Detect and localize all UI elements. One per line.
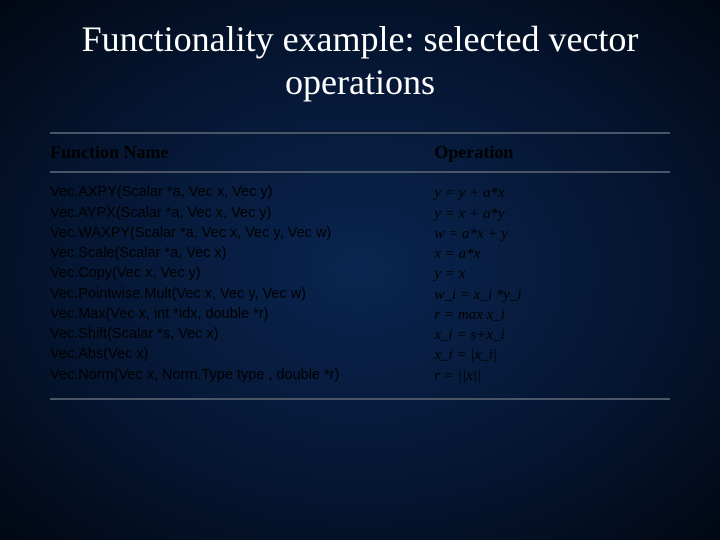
operation-cell: y = y + a*x: [434, 183, 670, 203]
table-row: Vec.AXPY(Scalar *a, Vec x, Vec y) y = y …: [50, 183, 670, 203]
table-row: Vec.Norm(Vec x, Norm.Type type , double …: [50, 366, 670, 386]
operation-cell: w_i = x_i *y_i: [434, 285, 670, 305]
table-row: Vec.Max(Vec x, int *idx, double *r) r = …: [50, 305, 670, 325]
operation-cell: y = x + a*y: [434, 204, 670, 224]
table-row: Vec.Pointwise.Mult(Vec x, Vec y, Vec w) …: [50, 285, 670, 305]
table-header: Function Name Operation: [50, 132, 670, 173]
operation-cell: x = a*x: [434, 244, 670, 264]
function-cell: Vec.AYPX(Scalar *a, Vec x, Vec y): [50, 204, 434, 224]
table-row: Vec.AYPX(Scalar *a, Vec x, Vec y) y = x …: [50, 204, 670, 224]
slide-title: Functionality example: selected vector o…: [50, 18, 670, 104]
header-function-name: Function Name: [50, 142, 434, 163]
table-row: Vec.Copy(Vec x, Vec y) y = x: [50, 264, 670, 284]
operation-cell: y = x: [434, 264, 670, 284]
header-operation: Operation: [434, 142, 670, 163]
operation-cell: x_i = s+x_i: [434, 325, 670, 345]
function-cell: Vec.Shift(Scalar *s, Vec x): [50, 325, 434, 345]
operation-cell: x_i = |x_i|: [434, 345, 670, 365]
function-cell: Vec.Norm(Vec x, Norm.Type type , double …: [50, 366, 434, 386]
table-row: Vec.Shift(Scalar *s, Vec x) x_i = s+x_i: [50, 325, 670, 345]
slide: Functionality example: selected vector o…: [0, 0, 720, 540]
table-row: Vec.Scale(Scalar *a, Vec x) x = a*x: [50, 244, 670, 264]
table-row: Vec.WAXPY(Scalar *a, Vec x, Vec y, Vec w…: [50, 224, 670, 244]
operation-cell: r = ||x||: [434, 366, 670, 386]
function-cell: Vec.Max(Vec x, int *idx, double *r): [50, 305, 434, 325]
title-wrap: Functionality example: selected vector o…: [50, 18, 670, 104]
function-cell: Vec.Scale(Scalar *a, Vec x): [50, 244, 434, 264]
table-body: Vec.AXPY(Scalar *a, Vec x, Vec y) y = y …: [50, 173, 670, 400]
function-cell: Vec.Pointwise.Mult(Vec x, Vec y, Vec w): [50, 285, 434, 305]
function-cell: Vec.WAXPY(Scalar *a, Vec x, Vec y, Vec w…: [50, 224, 434, 244]
function-cell: Vec.Copy(Vec x, Vec y): [50, 264, 434, 284]
table-row: Vec.Abs(Vec x) x_i = |x_i|: [50, 345, 670, 365]
function-cell: Vec.AXPY(Scalar *a, Vec x, Vec y): [50, 183, 434, 203]
function-cell: Vec.Abs(Vec x): [50, 345, 434, 365]
operation-cell: w = a*x + y: [434, 224, 670, 244]
operations-table: Function Name Operation Vec.AXPY(Scalar …: [50, 132, 670, 400]
operation-cell: r = max x_i: [434, 305, 670, 325]
